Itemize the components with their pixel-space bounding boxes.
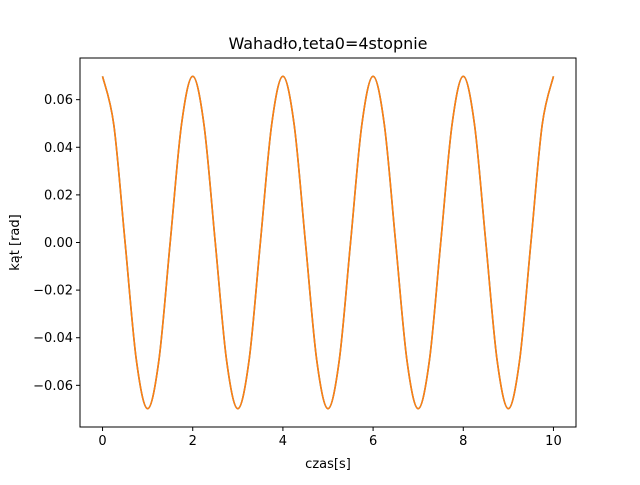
y-axis-ticks: −0.06 −0.04 −0.02 0.00 0.02 0.04 0.06 bbox=[33, 93, 80, 394]
y-tick-label: 0.02 bbox=[44, 188, 73, 203]
series-layer bbox=[101, 75, 555, 410]
x-tick-label: 2 bbox=[189, 434, 197, 449]
x-axis-label: czas[s] bbox=[305, 457, 351, 472]
series-line-2 bbox=[101, 75, 555, 410]
y-tick-label: −0.06 bbox=[33, 379, 73, 394]
y-tick-label: 0.00 bbox=[44, 236, 73, 251]
y-axis-label: kąt [rad] bbox=[8, 214, 23, 270]
x-tick-label: 6 bbox=[369, 434, 377, 449]
x-tick-label: 0 bbox=[98, 434, 106, 449]
x-tick-label: 8 bbox=[459, 434, 467, 449]
chart-title: Wahadło,teta0=4stopnie bbox=[228, 34, 427, 53]
y-tick-label: −0.04 bbox=[33, 331, 73, 346]
x-axis-ticks: 0 2 4 6 8 10 bbox=[98, 427, 562, 449]
y-tick-label: 0.04 bbox=[44, 141, 73, 156]
y-tick-label: 0.06 bbox=[44, 93, 73, 108]
x-tick-label: 4 bbox=[279, 434, 287, 449]
x-tick-label: 10 bbox=[545, 434, 562, 449]
y-tick-label: −0.02 bbox=[33, 284, 73, 299]
